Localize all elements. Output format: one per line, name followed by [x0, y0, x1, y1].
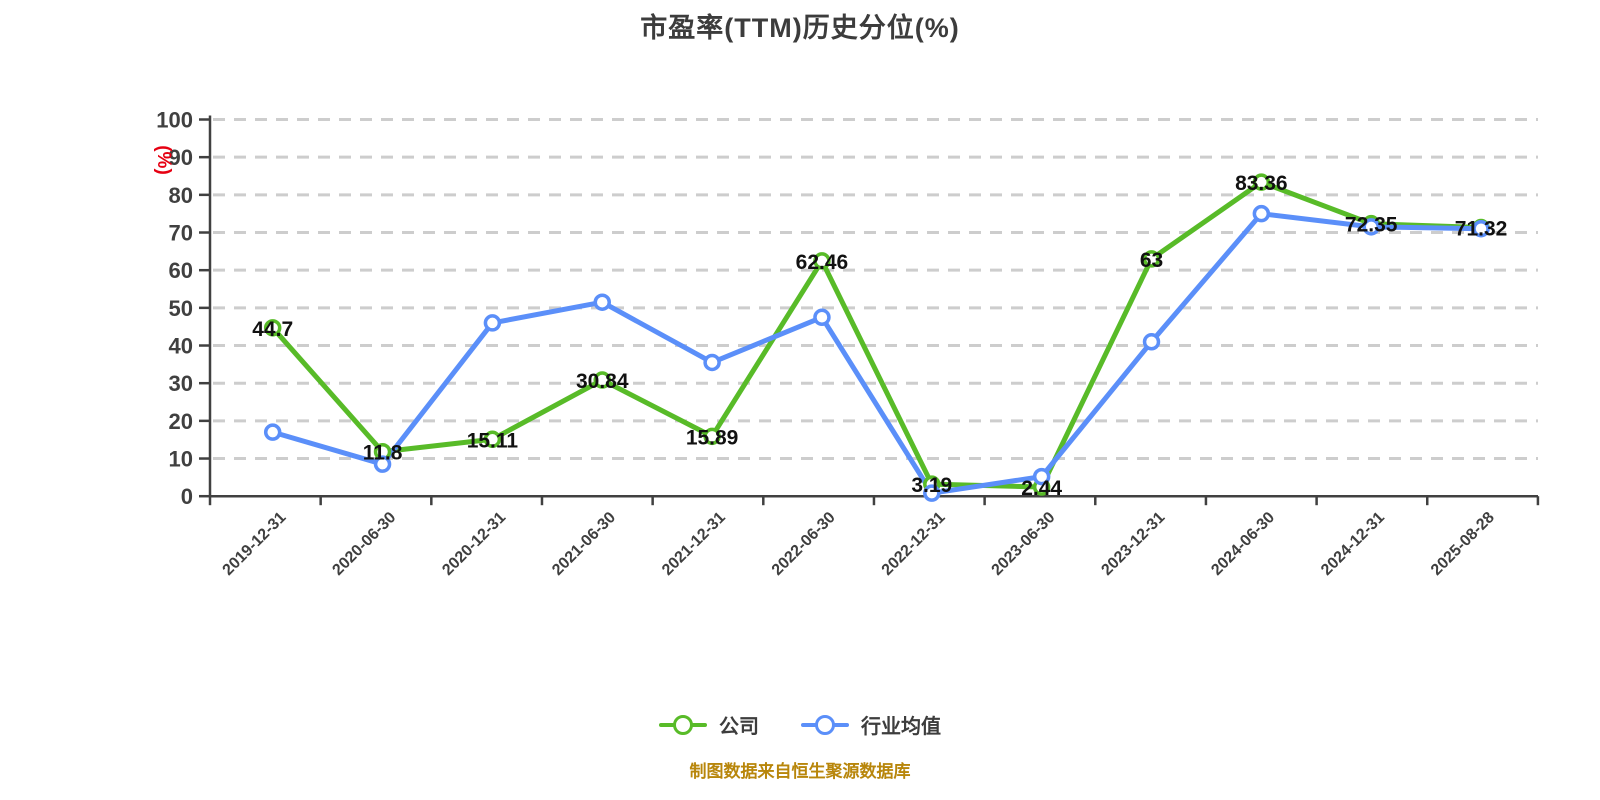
- data-point-industry-average[interactable]: [1032, 467, 1051, 486]
- x-axis-label: 2021-06-30: [549, 509, 619, 579]
- data-point-company[interactable]: [703, 427, 721, 446]
- data-point-industry-average[interactable]: [373, 455, 392, 473]
- x-axis-label: 2025-08-28: [1428, 509, 1498, 579]
- data-point-industry-average[interactable]: [1362, 218, 1380, 236]
- data-point-industry-average[interactable]: [813, 308, 831, 327]
- data-point-industry-average[interactable]: [593, 293, 611, 311]
- y-axis-tick-label: 70: [169, 221, 193, 246]
- data-point-label: 3.19: [911, 474, 952, 497]
- y-axis-tick-label: 40: [169, 334, 193, 359]
- data-point-industry-average[interactable]: [263, 423, 282, 441]
- data-point-company[interactable]: [813, 252, 831, 270]
- data-point-company[interactable]: [1142, 250, 1161, 268]
- data-point-label: 2.44: [1021, 477, 1062, 500]
- x-axis-label: 2020-06-30: [329, 509, 399, 579]
- legend-circle: [815, 714, 835, 735]
- legend-label-industry-average: 行业均值: [861, 716, 941, 738]
- y-axis-tick-label: 90: [169, 145, 193, 170]
- series-line-industry-average: [270, 211, 1484, 496]
- legend-item-industry-average[interactable]: 行业均值: [801, 710, 941, 739]
- x-axis-label: 2024-06-30: [1208, 509, 1278, 579]
- y-axis-tick-label: 30: [169, 371, 193, 396]
- x-axis-label: 2020-12-31: [439, 509, 509, 579]
- x-axis-label: 2021-12-31: [659, 509, 729, 579]
- data-point-industry-average[interactable]: [1252, 204, 1271, 223]
- data-point-label: 71.32: [1455, 218, 1508, 241]
- data-point-label: 83.36: [1235, 172, 1288, 195]
- x-axis-label: 2019-12-31: [220, 509, 290, 579]
- y-axis-tick-label: 0: [181, 484, 193, 509]
- data-point-label: 30.84: [576, 370, 629, 393]
- data-point-company[interactable]: [263, 319, 282, 337]
- y-axis-tick-label: 60: [169, 258, 193, 283]
- x-axis-label: 2022-06-30: [769, 509, 839, 579]
- x-axis-label: 2023-12-31: [1098, 509, 1168, 579]
- data-point-industry-average[interactable]: [703, 353, 721, 372]
- data-point-company[interactable]: [1252, 173, 1271, 191]
- y-axis-unit-label: (%): [153, 145, 174, 175]
- data-source-note: 制图数据来自恒生聚源数据库: [689, 762, 911, 781]
- industry-line-marker-icon: [801, 714, 849, 735]
- company-line-marker-icon: [659, 714, 707, 735]
- x-axis-label: 2024-12-31: [1318, 509, 1388, 579]
- chart-title: 市盈率(TTM)历史分位(%): [640, 13, 960, 43]
- data-point-label: 72.35: [1345, 214, 1398, 237]
- legend-circle: [673, 714, 693, 735]
- data-point-label: 11.8: [363, 442, 403, 465]
- data-point-label: 15.11: [467, 429, 519, 452]
- data-point-industry-average[interactable]: [1472, 219, 1490, 238]
- legend-label-company: 公司: [719, 716, 759, 738]
- data-point-industry-average[interactable]: [923, 484, 941, 502]
- data-point-label: 63: [1140, 249, 1163, 272]
- series-line-company: [270, 179, 1484, 490]
- y-axis-tick-label: 20: [169, 409, 193, 434]
- data-point-label: 62.46: [796, 251, 849, 274]
- x-axis-label: 2022-12-31: [879, 509, 949, 579]
- data-point-company[interactable]: [593, 371, 611, 389]
- y-axis-tick-label: 10: [169, 447, 193, 472]
- y-axis-tick-label: 100: [156, 108, 193, 133]
- legend-item-company[interactable]: 公司: [659, 710, 759, 739]
- x-axis-label: 2023-06-30: [989, 509, 1059, 579]
- data-point-label: 44.7: [252, 318, 293, 341]
- data-point-company[interactable]: [483, 430, 502, 449]
- y-axis-tick-label: 50: [169, 296, 193, 321]
- data-point-industry-average[interactable]: [1142, 333, 1161, 351]
- y-axis-tick-label: 80: [169, 183, 193, 208]
- data-point-label: 15.89: [686, 426, 739, 449]
- data-point-industry-average[interactable]: [483, 314, 502, 332]
- chart-legend: 公司 行业均值: [0, 710, 1600, 739]
